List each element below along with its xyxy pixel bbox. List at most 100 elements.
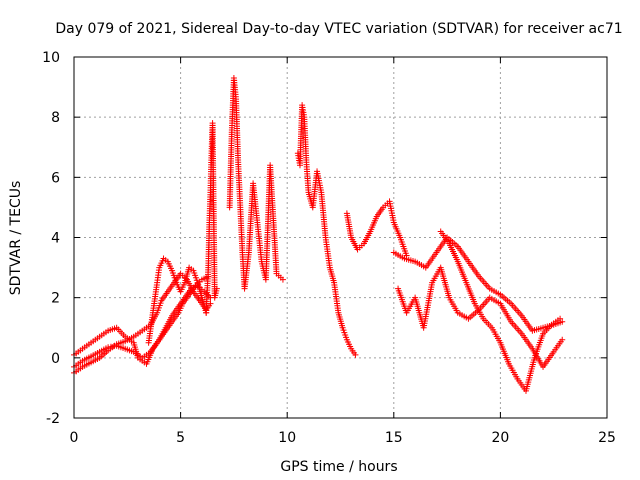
data-point <box>485 283 492 290</box>
y-tick-label: 8 <box>51 110 60 126</box>
data-point <box>537 325 544 332</box>
x-tick-label: 25 <box>598 430 616 446</box>
data-point <box>193 277 200 284</box>
data-point <box>326 262 333 269</box>
y-tick-label: 0 <box>51 351 60 367</box>
data-point <box>420 263 427 270</box>
data-point <box>137 329 144 336</box>
data-point <box>479 313 486 320</box>
data-point <box>347 232 354 239</box>
data-point <box>162 257 169 264</box>
data-point <box>305 187 312 194</box>
data-point <box>195 295 202 302</box>
data-point <box>120 345 127 352</box>
data-point <box>485 296 492 303</box>
data-point <box>428 281 435 288</box>
data-point <box>495 299 502 306</box>
data-point <box>94 335 101 342</box>
data-point <box>539 332 546 339</box>
data-point <box>474 271 481 278</box>
data-point <box>77 347 84 354</box>
data-point <box>153 281 160 288</box>
y-tick-label: 10 <box>42 50 60 66</box>
data-point <box>254 217 261 224</box>
data-point <box>452 242 459 249</box>
data-point <box>506 299 513 306</box>
data-point <box>358 242 365 249</box>
data-point <box>168 265 175 272</box>
data-point <box>549 350 556 357</box>
data-point <box>167 320 174 327</box>
data-point <box>85 341 92 348</box>
data-point <box>155 267 162 274</box>
data-point <box>335 307 342 314</box>
data-point <box>487 322 494 329</box>
data-point <box>185 266 192 273</box>
y-axis-label: SDTVAR / TECUs <box>8 181 24 296</box>
data-point <box>111 325 118 332</box>
data-point <box>453 256 460 263</box>
x-tick-label: 5 <box>176 430 185 446</box>
x-tick-label: 10 <box>278 430 296 446</box>
data-point <box>322 232 329 239</box>
data-point <box>517 329 524 336</box>
x-tick-label: 15 <box>385 430 403 446</box>
data-point <box>178 302 185 309</box>
data-point <box>77 365 84 372</box>
data-point <box>351 349 358 356</box>
data-point <box>513 373 520 380</box>
data-point <box>432 251 439 258</box>
data-point <box>94 349 101 356</box>
chart-title: Day 079 of 2021, Sidereal Day-to-day VTE… <box>55 21 622 37</box>
data-point <box>213 287 220 294</box>
data-point <box>300 111 307 118</box>
data-point <box>462 277 469 284</box>
data-point <box>277 274 284 281</box>
data-point <box>390 217 397 224</box>
data-point <box>85 360 92 367</box>
data-point <box>191 284 198 291</box>
x-tick-label: 0 <box>70 430 79 446</box>
data-point <box>464 256 471 263</box>
data-point <box>107 343 114 350</box>
data-point <box>128 338 135 345</box>
data-point <box>505 358 512 365</box>
data-point <box>102 345 109 352</box>
data-point <box>273 268 280 275</box>
data-point <box>155 338 162 345</box>
data-point <box>453 307 460 314</box>
data-point <box>102 329 109 336</box>
data-point <box>161 329 168 336</box>
data-point <box>496 337 503 344</box>
data-point <box>339 322 346 329</box>
data-point <box>506 316 513 323</box>
data-point <box>77 359 84 366</box>
data-point <box>366 230 373 237</box>
data-point <box>372 215 379 222</box>
data-point <box>470 298 477 305</box>
data-point <box>120 339 127 346</box>
data-point <box>330 277 337 284</box>
data-point <box>141 359 148 366</box>
data-point <box>172 277 179 284</box>
data-point <box>557 338 564 345</box>
axes: 0 5 10 15 20 25 -2 0 2 4 6 8 10 <box>42 50 616 446</box>
data-point <box>163 290 170 297</box>
data-point <box>554 317 561 324</box>
data-point <box>546 323 553 330</box>
data-point <box>94 355 101 362</box>
data-point <box>149 312 156 319</box>
data-point <box>409 257 416 264</box>
data-point <box>157 300 164 307</box>
data-point <box>148 347 155 354</box>
data-point <box>180 281 187 288</box>
data-point <box>402 250 409 257</box>
data-point <box>120 331 127 338</box>
data-point <box>528 343 535 350</box>
y-tick-label: 2 <box>51 291 60 307</box>
data-point <box>258 256 265 263</box>
y-tick-label: -2 <box>46 411 60 427</box>
data-point <box>159 257 166 264</box>
data-point <box>174 311 181 318</box>
data-point <box>399 254 406 261</box>
